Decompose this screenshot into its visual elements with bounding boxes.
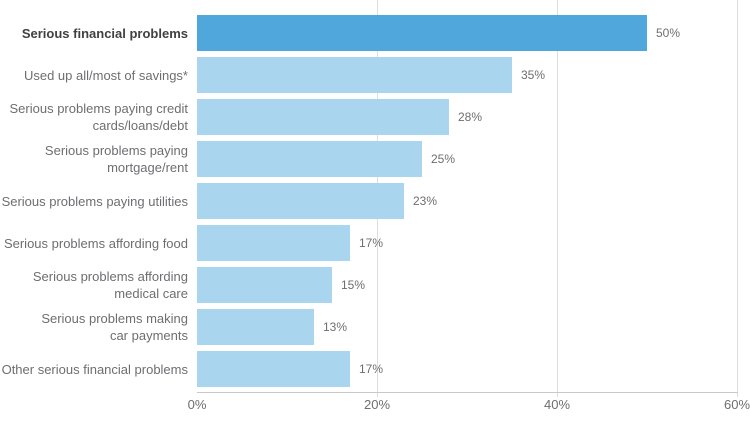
x-tick-label-20: 20%: [363, 397, 391, 412]
bar: [197, 225, 350, 261]
bar: [197, 267, 332, 303]
bar: [197, 57, 512, 93]
value-label: 23%: [413, 194, 438, 208]
category-label: Serious problems making car payments: [0, 309, 188, 345]
value-label: 13%: [323, 320, 348, 334]
x-axis-line: [197, 392, 738, 393]
value-label: 25%: [431, 152, 456, 166]
gridline-60: [737, 0, 738, 397]
x-tick-label-0: 0%: [187, 397, 207, 412]
value-label: 50%: [656, 26, 681, 40]
value-label: 17%: [359, 236, 384, 250]
value-label: 15%: [341, 278, 366, 292]
gridline-40: [557, 0, 558, 397]
category-label-text: Used up all/most of savings*: [23, 67, 188, 83]
bar: [197, 15, 647, 51]
category-label-text: Serious problems paying credit cards/loan…: [9, 101, 188, 133]
category-label: Serious problems affording medical care: [0, 267, 188, 303]
category-label-text: Other serious financial problems: [1, 361, 188, 377]
bar: [197, 309, 314, 345]
bar: [197, 183, 404, 219]
category-label-text: Serious problems making car payments: [41, 311, 188, 343]
category-label: Serious financial problems: [0, 15, 188, 51]
value-label: 17%: [359, 362, 384, 376]
category-label: Serious problems affording food: [0, 225, 188, 261]
bar: [197, 99, 449, 135]
category-label-text: Serious problems affording medical care: [32, 269, 188, 301]
bar: [197, 351, 350, 387]
category-label: Other serious financial problems: [0, 351, 188, 387]
x-tick-label-40: 40%: [543, 397, 571, 412]
category-label: Serious problems paying utilities: [0, 183, 188, 219]
category-label-text: Serious problems affording food: [3, 235, 188, 251]
value-label: 28%: [458, 110, 483, 124]
x-tick-label-60: 60%: [723, 397, 750, 412]
category-label: Serious problems paying mortgage/rent: [0, 141, 188, 177]
category-label: Used up all/most of savings*: [0, 57, 188, 93]
category-label-text: Serious financial problems: [21, 25, 188, 41]
category-label-text: Serious problems paying utilities: [1, 193, 188, 209]
category-label-text: Serious problems paying mortgage/rent: [44, 143, 188, 175]
category-label: Serious problems paying credit cards/loan…: [0, 99, 188, 135]
bar: [197, 141, 422, 177]
value-label: 35%: [521, 68, 546, 82]
